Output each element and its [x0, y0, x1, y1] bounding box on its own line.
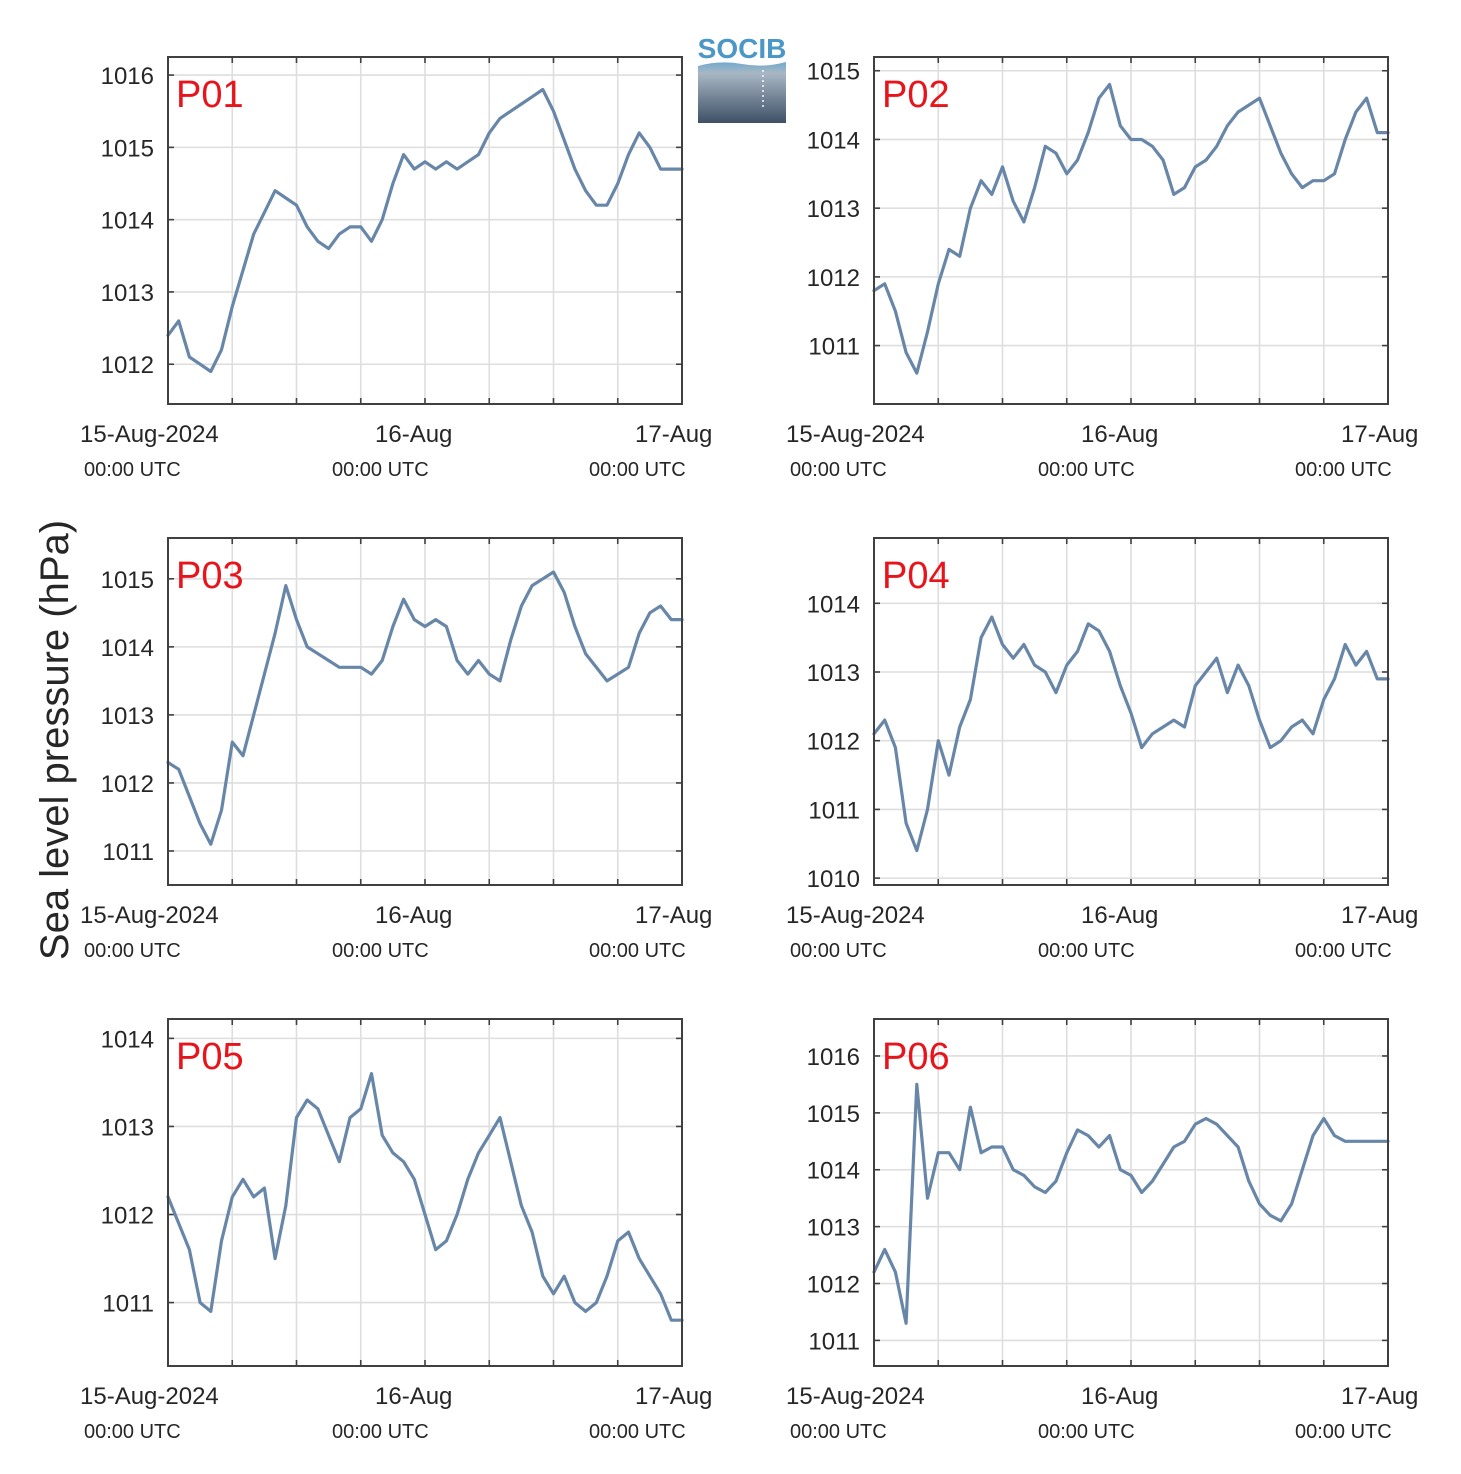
x-tick-label: 17-Aug	[1341, 902, 1418, 929]
socib-logo-text: SOCIB	[698, 33, 787, 64]
y-tick-label: 1013	[807, 1215, 860, 1242]
y-tick-label: 1011	[102, 1291, 154, 1318]
y-tick-label: 1014	[807, 127, 860, 154]
x-tick-label: 16-Aug	[1081, 421, 1158, 448]
x-tick-label: 15-Aug-2024	[80, 421, 219, 448]
x-tick-label: 15-Aug-2024	[786, 421, 925, 448]
series-line	[872, 1082, 1390, 1325]
y-tick-label: 1011	[808, 1328, 860, 1355]
x-tick-label: 17-Aug	[635, 1383, 712, 1410]
x-tick-sublabel: 00:00 UTC	[790, 1421, 887, 1443]
x-tick-sublabel: 00:00 UTC	[1038, 459, 1135, 481]
plot-frame	[167, 1018, 683, 1367]
panel-label: P03	[176, 555, 244, 597]
x-tick-label: 17-Aug	[1341, 1383, 1418, 1410]
plot-frame	[167, 56, 683, 405]
plot-frame	[873, 1018, 1389, 1367]
plot-frame	[873, 56, 1389, 405]
y-tick-label: 1011	[808, 334, 860, 361]
x-tick-label: 15-Aug-2024	[786, 902, 925, 929]
x-tick-label: 15-Aug-2024	[786, 1383, 925, 1410]
x-tick-sublabel: 00:00 UTC	[1295, 1421, 1392, 1443]
x-tick-label: 17-Aug	[635, 421, 712, 448]
x-tick-label: 16-Aug	[375, 902, 452, 929]
panel-p06: 1011 1012 1013 1014 1015 1016 15-Aug-2024 00:00…	[786, 1018, 1418, 1443]
y-tick-label: 1016	[807, 1044, 860, 1071]
series-line	[872, 615, 1390, 853]
x-tick-sublabel: 00:00 UTC	[589, 459, 686, 481]
y-tick-label: 1013	[101, 703, 154, 730]
x-tick-label: 15-Aug-2024	[80, 902, 219, 929]
y-tick-label: 1016	[101, 63, 154, 90]
y-tick-label: 1014	[101, 635, 154, 662]
x-tick-label: 16-Aug	[375, 1383, 452, 1410]
panel-p04: 1010 1011 1012 1013 1014 15-Aug-2024 00:00 UTC…	[786, 537, 1418, 962]
y-tick-label: 1013	[807, 660, 860, 687]
y-axis-label: Sea level pressure (hPa)	[33, 520, 77, 960]
y-tick-label: 1015	[807, 1101, 860, 1128]
y-tick-label: 1014	[101, 1026, 154, 1053]
plot-frame	[873, 537, 1389, 886]
x-tick-label: 17-Aug	[1341, 421, 1418, 448]
x-tick-sublabel: 00:00 UTC	[84, 940, 181, 962]
series-line	[166, 570, 684, 846]
y-tick-label: 1012	[807, 1272, 860, 1299]
x-tick-sublabel: 00:00 UTC	[1038, 1421, 1135, 1443]
y-tick-label: 1013	[807, 196, 860, 223]
x-tick-sublabel: 00:00 UTC	[589, 940, 686, 962]
y-tick-label: 1014	[807, 591, 860, 618]
x-tick-sublabel: 00:00 UTC	[332, 1421, 429, 1443]
panel-p02: 1011 1012 1013 1014 1015 15-Aug-2024 00:00 UTC…	[786, 56, 1418, 481]
x-tick-sublabel: 00:00 UTC	[332, 459, 429, 481]
y-tick-label: 1010	[807, 866, 860, 893]
y-tick-label: 1012	[101, 352, 154, 379]
y-tick-label: 1015	[807, 59, 860, 86]
plot-frame	[167, 537, 683, 886]
y-tick-label: 1011	[102, 839, 154, 866]
x-tick-label: 15-Aug-2024	[80, 1383, 219, 1410]
x-tick-label: 16-Aug	[1081, 902, 1158, 929]
socib-logo-mark	[698, 62, 786, 123]
y-tick-label: 1014	[807, 1158, 860, 1185]
panel-label: P04	[882, 555, 950, 597]
y-tick-label: 1011	[808, 797, 860, 824]
panel-label: P06	[882, 1036, 950, 1078]
x-tick-sublabel: 00:00 UTC	[1295, 459, 1392, 481]
x-tick-label: 16-Aug	[1081, 1383, 1158, 1410]
y-tick-label: 1012	[101, 771, 154, 798]
series-line	[872, 82, 1390, 375]
x-tick-sublabel: 00:00 UTC	[589, 1421, 686, 1443]
y-tick-label: 1012	[101, 1203, 154, 1230]
x-tick-sublabel: 00:00 UTC	[332, 940, 429, 962]
series-line	[166, 87, 684, 374]
x-tick-sublabel: 00:00 UTC	[1295, 940, 1392, 962]
x-tick-label: 16-Aug	[375, 421, 452, 448]
x-tick-sublabel: 00:00 UTC	[790, 459, 887, 481]
y-tick-label: 1012	[807, 729, 860, 756]
y-tick-label: 1012	[807, 265, 860, 292]
x-tick-sublabel: 00:00 UTC	[790, 940, 887, 962]
panel-p05: 1011 1012 1013 1014 15-Aug-2024 00:00 UTC 16-A…	[80, 1018, 712, 1443]
panel-label: P05	[176, 1036, 244, 1078]
socib-logo: SOCIB	[698, 33, 787, 123]
y-tick-label: 1013	[101, 1114, 154, 1141]
panel-p03: 1011 1012 1013 1014 1015 15-Aug-2024 00:00 UTC…	[80, 537, 712, 962]
series-line	[166, 1071, 684, 1322]
y-tick-label: 1014	[101, 208, 154, 235]
y-tick-label: 1013	[101, 280, 154, 307]
chart-panels: 1012 1013 1014 1015 1016 15-Aug-2024 00:00 UTC…	[80, 56, 1418, 1443]
x-tick-sublabel: 00:00 UTC	[84, 459, 181, 481]
x-tick-sublabel: 00:00 UTC	[1038, 940, 1135, 962]
y-tick-label: 1015	[101, 135, 154, 162]
panel-p01: 1012 1013 1014 1015 1016 15-Aug-2024 00:00 UTC…	[80, 56, 712, 481]
y-tick-label: 1015	[101, 567, 154, 594]
panel-label: P02	[882, 74, 950, 116]
x-tick-label: 17-Aug	[635, 902, 712, 929]
panel-label: P01	[176, 74, 244, 116]
x-tick-sublabel: 00:00 UTC	[84, 1421, 181, 1443]
